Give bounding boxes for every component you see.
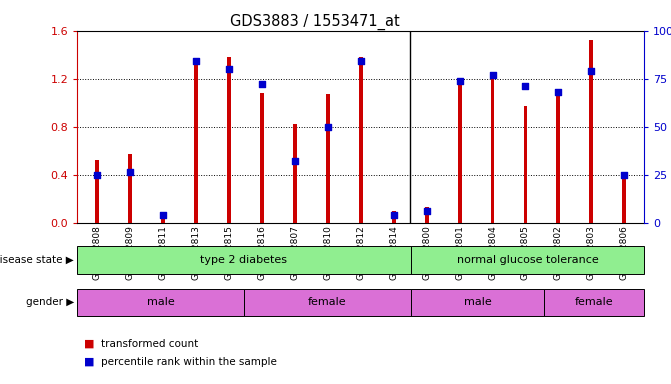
Point — [356, 58, 366, 65]
Point — [191, 58, 201, 65]
Text: GDS3883 / 1553471_at: GDS3883 / 1553471_at — [231, 13, 400, 30]
Bar — [77, 289, 244, 316]
Bar — [227, 57, 231, 223]
Point — [421, 208, 432, 214]
Bar — [411, 247, 644, 274]
Point — [520, 83, 531, 89]
Point — [125, 169, 136, 175]
Bar — [623, 172, 626, 223]
Text: transformed count: transformed count — [101, 339, 198, 349]
Bar — [161, 215, 165, 223]
Text: ■: ■ — [84, 339, 95, 349]
Point — [158, 212, 168, 218]
Text: percentile rank within the sample: percentile rank within the sample — [101, 357, 276, 367]
Point — [487, 72, 498, 78]
Point — [389, 212, 399, 218]
Point — [322, 124, 333, 130]
Bar — [491, 75, 495, 223]
Text: normal glucose tolerance: normal glucose tolerance — [456, 255, 599, 265]
Text: ■: ■ — [84, 357, 95, 367]
Text: female: female — [575, 297, 613, 308]
Text: male: male — [464, 297, 491, 308]
Text: female: female — [308, 297, 347, 308]
Bar — [544, 289, 644, 316]
Bar — [556, 94, 560, 223]
Text: gender ▶: gender ▶ — [25, 297, 74, 308]
Point — [91, 172, 102, 178]
Bar — [392, 211, 396, 223]
Bar — [194, 58, 198, 223]
Text: disease state ▶: disease state ▶ — [0, 255, 74, 265]
Point — [619, 172, 630, 178]
Bar — [523, 106, 527, 223]
Text: male: male — [147, 297, 174, 308]
Text: type 2 diabetes: type 2 diabetes — [201, 255, 287, 265]
Bar — [325, 94, 329, 223]
Bar — [411, 289, 544, 316]
Bar — [244, 289, 411, 316]
Point — [256, 81, 267, 88]
Point — [586, 68, 597, 74]
Point — [223, 66, 234, 72]
Bar — [589, 40, 593, 223]
Point — [553, 89, 564, 95]
Bar — [77, 247, 411, 274]
Bar — [128, 154, 132, 223]
Point — [454, 78, 465, 84]
Bar — [425, 207, 429, 223]
Bar — [95, 161, 99, 223]
Bar — [359, 57, 362, 223]
Bar — [293, 124, 297, 223]
Bar — [260, 93, 264, 223]
Point — [289, 158, 300, 164]
Bar — [458, 78, 462, 223]
